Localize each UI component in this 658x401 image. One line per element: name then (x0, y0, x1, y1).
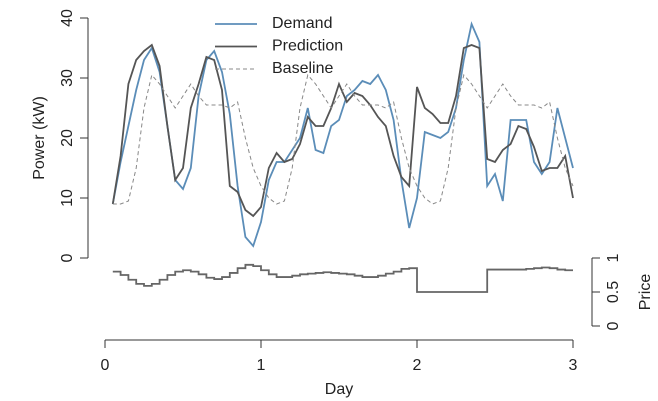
legend-label: Prediction (272, 38, 343, 55)
x-tick-label: 2 (413, 357, 422, 374)
legend-label: Demand (272, 15, 332, 32)
legend-label: Baseline (272, 60, 333, 77)
y-tick-label: 30 (59, 69, 76, 87)
x-axis-label: Day (325, 381, 353, 398)
price-line (112, 263, 573, 293)
y-axis-label: Power (kW) (31, 96, 48, 180)
y-tick-label: 20 (59, 129, 76, 147)
y2-tick-label: 0.5 (605, 281, 622, 303)
series-line (111, 43, 574, 218)
y2-tick-label: 0 (605, 321, 622, 330)
x-tick-label: 1 (257, 357, 266, 374)
y2-axis-label: Price (637, 274, 654, 311)
y-tick-label: 0 (59, 253, 76, 262)
y-tick-label: 10 (59, 189, 76, 207)
y2-tick-label: 1 (605, 253, 622, 262)
y-tick-label: 40 (59, 9, 76, 27)
series-line (111, 21, 574, 248)
series-line (112, 73, 574, 205)
x-tick-label: 3 (569, 357, 578, 374)
x-tick-label: 0 (101, 357, 110, 374)
